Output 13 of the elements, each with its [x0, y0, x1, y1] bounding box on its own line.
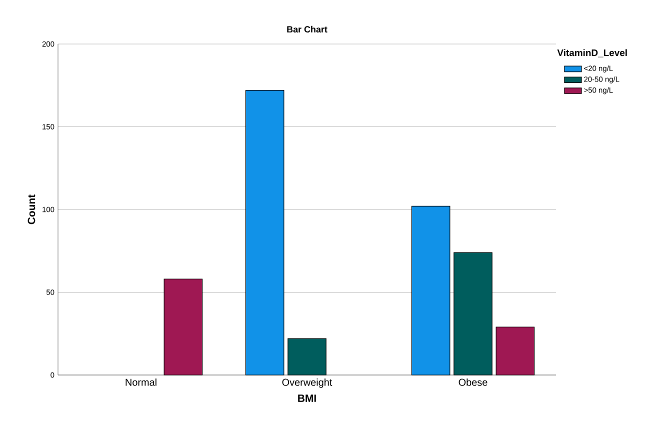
x-tick-label: Normal: [126, 378, 156, 386]
x-tick-label: Obese: [458, 378, 488, 386]
y-axis-title: Count: [28, 194, 36, 224]
chart-title: Bar Chart: [287, 26, 328, 33]
bar: [411, 206, 450, 376]
x-axis-title: BMI: [298, 394, 316, 402]
bar: [454, 252, 492, 376]
bar: [164, 278, 203, 376]
bar: [496, 326, 535, 376]
x-tick-label: Overweight: [282, 378, 332, 388]
bar: [245, 90, 284, 376]
bar: [288, 338, 326, 376]
legend-title: VitaminD_Level: [557, 49, 627, 58]
